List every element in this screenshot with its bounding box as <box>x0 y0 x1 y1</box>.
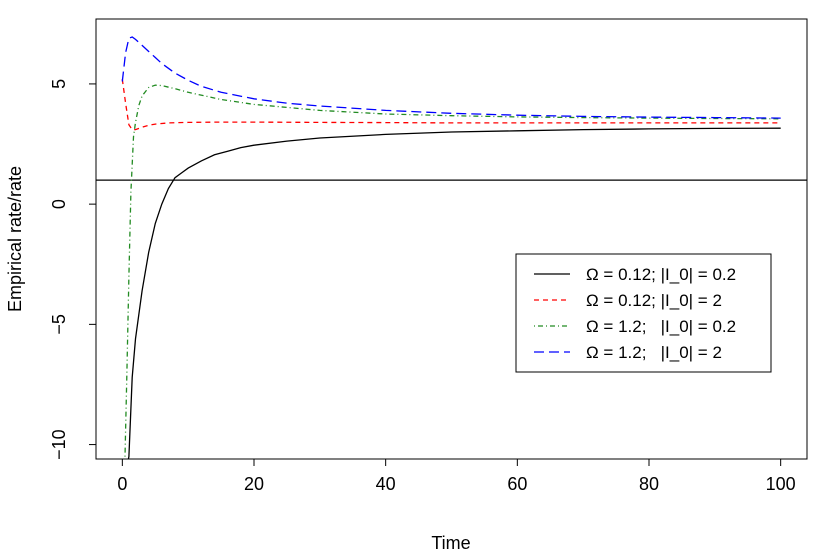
legend-label-1: Ω = 0.12; |I_0| = 0.2 <box>586 265 736 284</box>
series-layer <box>121 36 781 459</box>
x-axis: 0 20 40 60 80 100 <box>117 458 796 494</box>
legend-label-3: Ω = 1.2; |I_0| = 0.2 <box>586 317 736 336</box>
legend-label-4: Ω = 1.2; |I_0| = 2 <box>586 343 722 362</box>
y-tick-label: 5 <box>49 79 69 89</box>
x-tick-label: 80 <box>639 474 659 494</box>
x-axis-label: Time <box>431 533 470 553</box>
x-tick-label: 60 <box>507 474 527 494</box>
x-tick-label: 0 <box>117 474 127 494</box>
series-line-4 <box>121 36 781 119</box>
legend-label-2: Ω = 0.12; |I_0| = 2 <box>586 291 722 310</box>
y-axis: −10 −5 0 5 <box>49 79 97 460</box>
y-tick-label: −5 <box>49 314 69 335</box>
y-axis-label: Empirical rate/rate <box>5 166 25 312</box>
x-tick-label: 20 <box>244 474 264 494</box>
y-tick-label: −10 <box>49 429 69 460</box>
x-tick-label: 100 <box>766 474 796 494</box>
legend: Ω = 0.12; |I_0| = 0.2 Ω = 0.12; |I_0| = 2… <box>515 253 772 373</box>
plot-box <box>95 18 808 460</box>
x-tick-label: 40 <box>376 474 396 494</box>
series-line-1 <box>127 127 781 459</box>
y-tick-label: 0 <box>49 199 69 209</box>
series-line-2 <box>121 79 781 131</box>
